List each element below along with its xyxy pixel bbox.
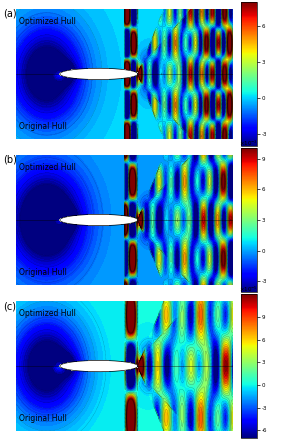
Text: Optimized Hull: Optimized Hull — [19, 163, 75, 172]
Text: (c): (c) — [4, 301, 16, 311]
Text: Original Hull: Original Hull — [19, 268, 66, 277]
Text: Optimized Hull: Optimized Hull — [19, 309, 75, 318]
Title: $\times10^{-5}$: $\times10^{-5}$ — [239, 285, 258, 294]
Text: Original Hull: Original Hull — [19, 414, 66, 423]
Title: $\times10^{-3}$: $\times10^{-3}$ — [239, 139, 258, 148]
Title: $\times10^{-2}$: $\times10^{-2}$ — [239, 0, 258, 2]
Text: (b): (b) — [4, 155, 17, 165]
Text: (a): (a) — [4, 9, 17, 19]
Text: Original Hull: Original Hull — [19, 122, 66, 131]
Text: Optimized Hull: Optimized Hull — [19, 17, 75, 26]
